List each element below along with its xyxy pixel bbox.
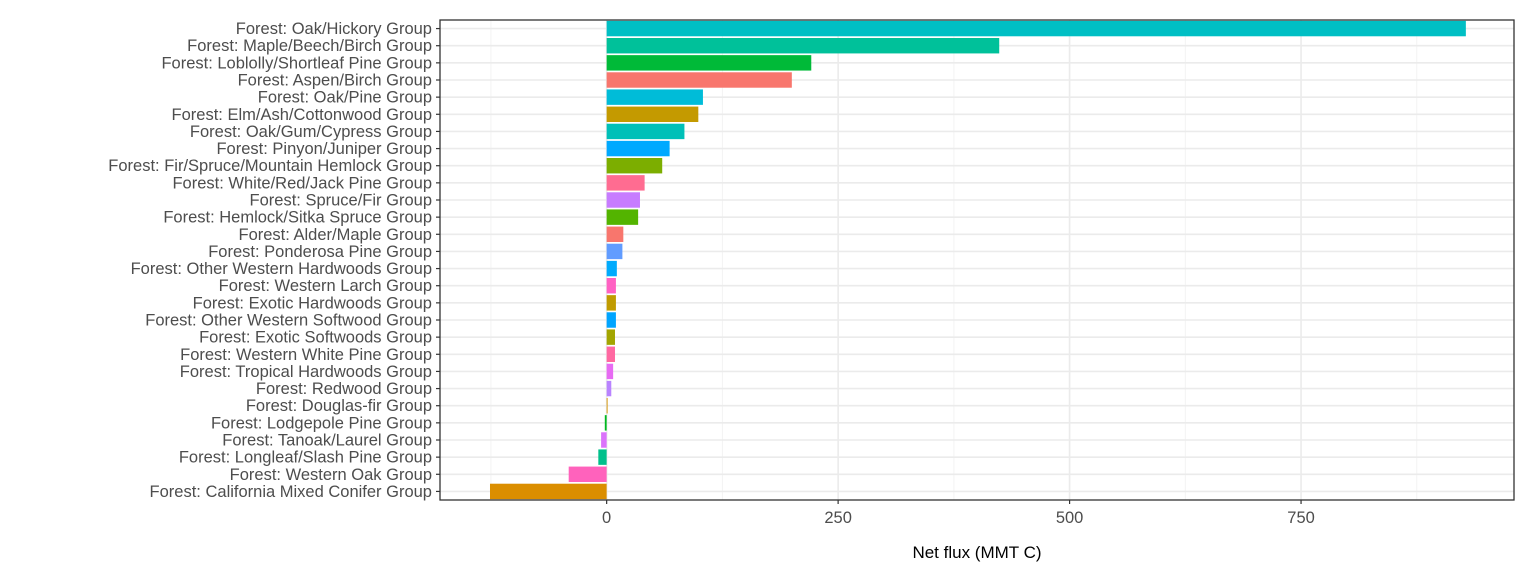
category-label: Forest: White/Red/Jack Pine Group <box>172 174 432 192</box>
category-label: Forest: Oak/Gum/Cypress Group <box>190 123 432 141</box>
bar <box>606 380 612 397</box>
bar <box>606 140 670 157</box>
category-label: Forest: Tanoak/Laurel Group <box>222 432 432 450</box>
bar <box>606 38 1000 54</box>
bar <box>606 192 640 208</box>
bar <box>568 466 607 482</box>
category-label: Forest: Western Larch Group <box>219 277 432 295</box>
category-label: Forest: Tropical Hardwoods Group <box>180 363 432 381</box>
bar <box>606 209 639 225</box>
bar <box>606 20 1466 37</box>
category-label: Forest: Oak/Hickory Group <box>236 20 432 38</box>
bar <box>606 312 616 328</box>
category-label: Forest: Pinyon/Juniper Group <box>216 140 432 158</box>
bar <box>601 432 607 448</box>
x-axis-title: Net flux (MMT C) <box>912 543 1041 562</box>
x-tick-label: 500 <box>1056 509 1084 527</box>
bar <box>606 278 616 294</box>
category-label: Forest: Other Western Hardwoods Group <box>131 260 432 278</box>
bar <box>606 346 615 362</box>
category-label: Forest: Fir/Spruce/Mountain Hemlock Grou… <box>108 157 432 175</box>
x-tick-label: 750 <box>1287 509 1315 527</box>
bar <box>606 55 812 71</box>
category-label: Forest: Exotic Softwoods Group <box>199 329 432 347</box>
bar <box>606 106 699 122</box>
bars <box>489 20 1466 500</box>
category-label: Forest: Loblolly/Shortleaf Pine Group <box>161 54 432 72</box>
bar <box>606 398 608 414</box>
category-label: Forest: Hemlock/Sitka Spruce Group <box>163 209 432 227</box>
bar <box>489 483 607 500</box>
x-axis-ticks: 0 250 500 750 <box>602 500 1315 527</box>
category-label: Forest: Lodgepole Pine Group <box>211 414 432 432</box>
category-label: Forest: Western Oak Group <box>230 466 432 484</box>
category-label: Forest: Exotic Hardwoods Group <box>193 294 432 312</box>
category-label: Forest: Redwood Group <box>256 380 432 398</box>
panel-border <box>439 19 1515 501</box>
category-label: Forest: Western White Pine Group <box>180 346 432 364</box>
bar <box>606 158 663 174</box>
bar <box>606 329 615 345</box>
bar <box>606 226 624 242</box>
category-label: Forest: California Mixed Conifer Group <box>150 483 432 501</box>
category-label: Forest: Other Western Softwood Group <box>145 312 432 330</box>
category-label: Forest: Longleaf/Slash Pine Group <box>179 449 432 467</box>
bar <box>606 175 645 191</box>
category-label: Forest: Maple/Beech/Birch Group <box>187 37 432 55</box>
bar <box>606 260 617 277</box>
bar <box>606 72 792 88</box>
category-label: Forest: Ponderosa Pine Group <box>208 243 432 261</box>
category-label: Forest: Alder/Maple Group <box>238 226 432 244</box>
bar <box>606 243 623 260</box>
bar <box>606 123 685 140</box>
category-label: Forest: Douglas-fir Group <box>246 397 432 415</box>
category-label: Forest: Elm/Ash/Cottonwood Group <box>172 106 432 124</box>
category-label: Forest: Spruce/Fir Group <box>250 192 432 210</box>
category-label: Forest: Oak/Pine Group <box>258 89 432 107</box>
panel-background <box>440 20 1514 500</box>
bar <box>598 449 607 465</box>
bar <box>604 415 607 431</box>
x-tick-label: 250 <box>824 509 852 527</box>
bar <box>606 363 614 380</box>
x-tick-label: 0 <box>602 509 611 527</box>
category-label: Forest: Aspen/Birch Group <box>238 72 432 90</box>
bar <box>606 89 703 105</box>
bar <box>606 295 616 311</box>
